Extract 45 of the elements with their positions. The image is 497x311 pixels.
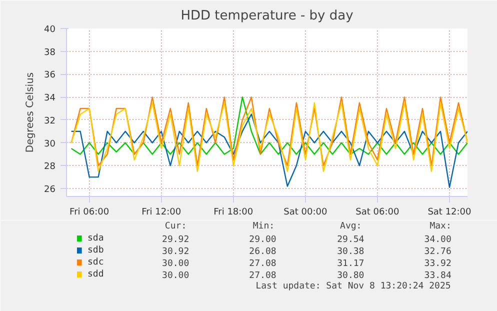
text: 33.92 xyxy=(424,259,452,269)
x-tick-label: Fri 12:00 xyxy=(142,208,182,218)
y-axis-title: Degrees Celsius xyxy=(25,72,36,153)
text: Last update: Sat Nov 8 13:20:24 2025 xyxy=(256,282,451,292)
y-tick-label: 34 xyxy=(44,94,56,104)
text: 30.38 xyxy=(337,247,364,257)
text: 31.17 xyxy=(337,259,364,269)
text: 34.00 xyxy=(424,235,452,245)
text: 29.54 xyxy=(337,235,364,245)
y-tick-label: 30 xyxy=(44,139,56,150)
x-tick-label: Sat 12:00 xyxy=(428,208,472,218)
text: 30.00 xyxy=(162,259,190,269)
text: 30.00 xyxy=(162,271,190,281)
text: 30.92 xyxy=(162,247,190,257)
line-series xyxy=(70,96,468,166)
x-tick-label: Fri 18:00 xyxy=(214,208,254,218)
chart-title: HDD temperature - by day xyxy=(180,8,354,24)
text: 30.80 xyxy=(337,271,364,281)
x-tick-label: Fri 06:00 xyxy=(70,208,110,218)
text: Min: xyxy=(252,222,275,232)
line-series xyxy=(70,102,468,172)
y-tick-label: 28 xyxy=(44,162,56,172)
text: 27.08 xyxy=(249,259,276,269)
x-tick-label: Sat 00:00 xyxy=(284,208,328,218)
legend-label: sdc xyxy=(87,258,104,268)
text: 32.76 xyxy=(424,247,452,257)
text: 29.92 xyxy=(162,235,190,245)
y-tick-label: 32 xyxy=(44,116,56,126)
y-tick-label: 36 xyxy=(44,70,56,81)
y-tick-label: 26 xyxy=(44,185,56,195)
text: Max: xyxy=(430,222,452,232)
text: 33.84 xyxy=(424,271,452,281)
legend-label: sdb xyxy=(87,246,104,256)
text: 26.08 xyxy=(249,247,276,257)
text: 29.00 xyxy=(249,235,276,245)
text: Avg: xyxy=(340,222,362,232)
line-series xyxy=(70,96,468,155)
text: 27.08 xyxy=(249,271,276,281)
y-tick-label: 38 xyxy=(44,48,56,58)
text: Cur: xyxy=(164,222,187,232)
legend-label: sdd xyxy=(87,270,104,280)
x-tick-label: Sat 06:00 xyxy=(356,208,400,218)
y-tick-label: 40 xyxy=(44,25,56,35)
line-series xyxy=(70,114,468,188)
legend-label: sda xyxy=(87,234,104,244)
